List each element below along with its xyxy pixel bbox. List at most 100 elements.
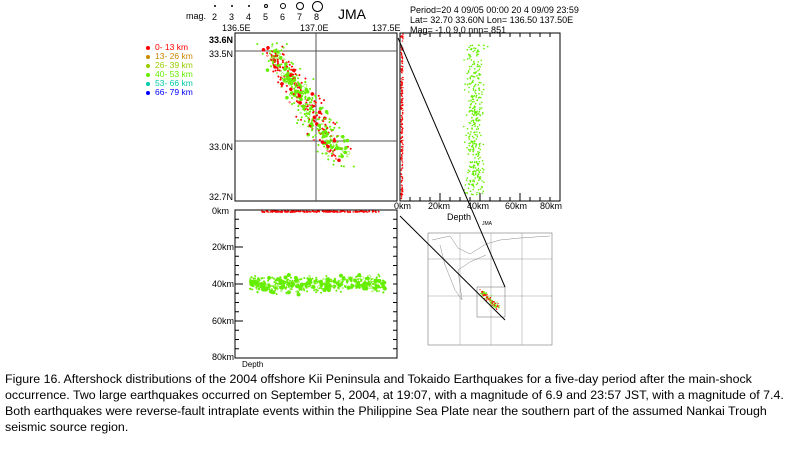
event-point (308, 279, 313, 285)
event-point (278, 281, 283, 286)
event-point (367, 283, 371, 286)
legend-item: 26- 39 km (146, 61, 193, 70)
event-point (314, 134, 317, 137)
legend-label: 13- 26 km (155, 51, 193, 61)
lat-tick: 33.5N (208, 49, 233, 59)
event-point (261, 287, 266, 292)
legend-dot (146, 72, 150, 77)
event-point (285, 84, 288, 87)
event-point (470, 193, 473, 195)
event-point (401, 126, 403, 128)
event-point (291, 96, 294, 100)
event-point (322, 128, 325, 131)
event-point (306, 89, 309, 92)
event-point (400, 114, 403, 117)
event-point (479, 169, 482, 171)
event-point (479, 73, 482, 76)
event-point (494, 301, 496, 304)
event-point (354, 210, 357, 213)
event-point (473, 164, 475, 167)
event-point (469, 48, 472, 51)
event-point (341, 210, 344, 212)
event-point (321, 210, 324, 212)
depth-x-tick: 60km (505, 201, 528, 211)
event-point (295, 115, 298, 118)
event-point (281, 279, 284, 282)
event-point (306, 290, 309, 293)
event-point (305, 211, 307, 213)
event-point (474, 177, 477, 179)
event-point (275, 42, 278, 45)
event-point (400, 83, 402, 86)
legend-label: 53- 66 km (155, 78, 193, 88)
event-point (293, 210, 296, 213)
event-point (474, 102, 477, 105)
lat-tick: 33.0N (208, 142, 233, 152)
event-point (474, 172, 477, 174)
event-point (315, 122, 318, 125)
event-point (470, 99, 472, 102)
event-point (470, 82, 473, 84)
mag-circle (247, 4, 251, 8)
event-point (292, 92, 295, 96)
event-point (270, 53, 273, 56)
event-point (336, 211, 338, 213)
event-point (312, 119, 315, 122)
event-point (480, 134, 482, 137)
event-point (274, 63, 277, 67)
event-point (264, 281, 267, 284)
mag-circle (296, 2, 304, 10)
event-point (401, 116, 403, 118)
event-point (283, 58, 286, 61)
event-point (290, 65, 294, 68)
event-point (476, 182, 479, 184)
event-point (474, 133, 477, 136)
event-point (481, 107, 483, 109)
event-point (332, 279, 337, 284)
event-point (472, 120, 475, 122)
event-point (485, 291, 487, 294)
event-point (329, 128, 332, 131)
event-point (478, 124, 481, 126)
event-point (294, 73, 297, 76)
event-point (471, 98, 474, 100)
event-point (312, 111, 315, 114)
event-point (279, 66, 282, 69)
event-point (400, 82, 403, 84)
event-point (375, 276, 378, 279)
event-point (476, 131, 478, 133)
event-point (474, 47, 477, 50)
event-point (302, 90, 305, 93)
event-point (332, 121, 335, 124)
event-point (471, 127, 473, 129)
event-point (269, 211, 272, 213)
event-point (498, 305, 501, 307)
event-point (477, 49, 479, 51)
event-point (309, 210, 311, 213)
event-point (400, 70, 402, 72)
event-point (467, 132, 470, 134)
event-point (315, 276, 318, 279)
event-point (325, 131, 328, 134)
event-point (471, 124, 474, 127)
event-point (306, 105, 309, 108)
event-point (469, 133, 472, 135)
event-point (401, 95, 403, 98)
event-point (299, 278, 302, 281)
event-point (400, 197, 403, 199)
event-point (475, 144, 478, 147)
event-point (402, 87, 404, 89)
event-point (494, 303, 496, 305)
event-point (485, 298, 487, 300)
event-point (309, 87, 312, 90)
event-point (483, 291, 486, 293)
event-point (262, 280, 266, 283)
event-point (478, 110, 481, 113)
event-point (478, 96, 481, 99)
event-point (283, 80, 286, 83)
event-point (481, 167, 484, 170)
event-point (303, 276, 306, 280)
event-point (326, 149, 329, 152)
event-point (306, 103, 309, 106)
event-point (467, 171, 469, 174)
